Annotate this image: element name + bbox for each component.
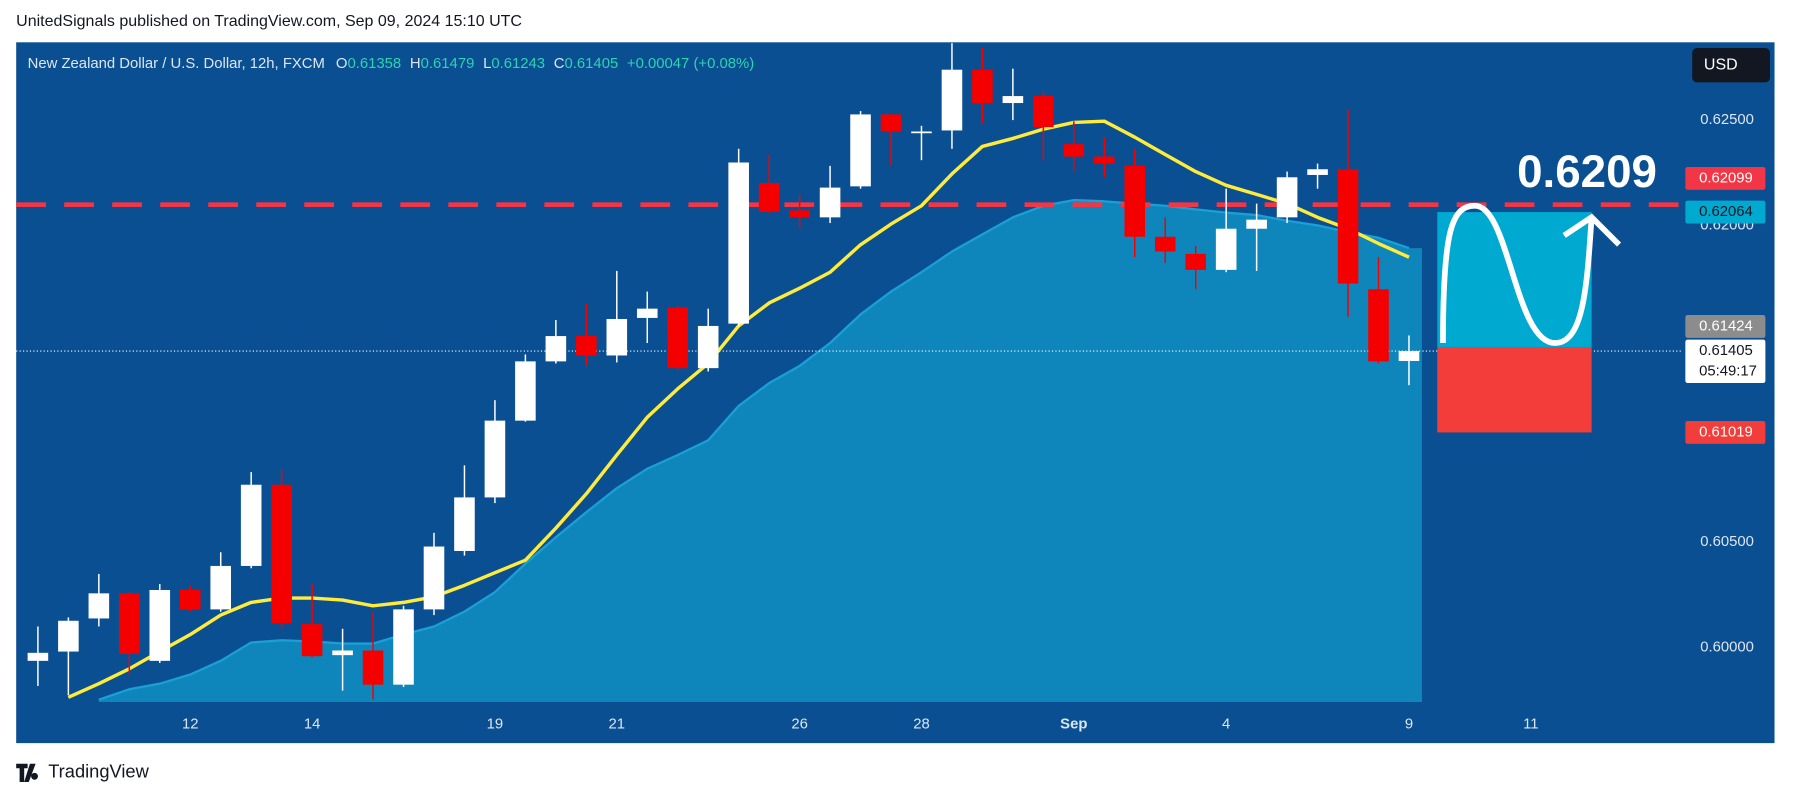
target-label-bg xyxy=(1685,200,1766,224)
candle-body xyxy=(576,336,597,356)
candle-body xyxy=(667,307,689,369)
current-price-label: 0.61405 xyxy=(1699,343,1753,359)
candle-body xyxy=(636,308,658,318)
legend-open: 0.61358 xyxy=(347,56,401,72)
stop-label-bg xyxy=(1685,421,1766,444)
candle-body xyxy=(606,318,628,356)
arrow-head xyxy=(1562,213,1622,247)
candle-body xyxy=(1276,177,1298,218)
x-tick-label: Sep xyxy=(1060,717,1087,733)
candle-body xyxy=(210,565,232,610)
candle-body xyxy=(58,620,79,652)
candle-body xyxy=(880,114,902,132)
candle-body xyxy=(1093,156,1115,164)
legend-close: 0.61405 xyxy=(565,56,619,72)
x-tick-label: 21 xyxy=(609,717,626,733)
candle-body xyxy=(119,593,140,654)
candle-body xyxy=(484,420,506,498)
candle-body xyxy=(179,589,201,610)
candle-body xyxy=(911,131,932,134)
candle-body xyxy=(454,497,475,551)
target-label: 0.62064 xyxy=(1699,204,1753,220)
legend-h-label: H xyxy=(410,56,421,72)
candle-body xyxy=(1033,96,1054,128)
candle-body xyxy=(1246,219,1267,229)
resistance-label: 0.62099 xyxy=(1699,170,1753,186)
candle-body xyxy=(515,361,536,421)
x-tick-label: 14 xyxy=(304,717,321,733)
position-stop-zone xyxy=(1437,347,1592,433)
entry-label-bg xyxy=(1685,315,1766,338)
stop-label: 0.61019 xyxy=(1699,424,1753,440)
candle-body xyxy=(1063,144,1085,157)
legend-low: 0.61243 xyxy=(491,56,545,72)
candle-body xyxy=(1307,169,1328,175)
x-tick-label: 28 xyxy=(913,717,930,733)
currency-label[interactable]: USD xyxy=(1704,56,1738,73)
current-price-bg xyxy=(1685,339,1766,384)
publish-title: UnitedSignals published on TradingView.c… xyxy=(16,13,522,30)
x-tick-label: 26 xyxy=(791,717,808,733)
indicator-area xyxy=(98,200,1422,702)
axis-layer: 0.600000.605000.620000.625000.620990.620… xyxy=(182,112,1766,733)
candle-body xyxy=(1398,351,1420,361)
legend-l-label: L xyxy=(483,56,491,72)
legend-high: 0.61479 xyxy=(421,56,475,72)
x-tick-label: 4 xyxy=(1222,717,1230,733)
candle-body xyxy=(271,484,292,624)
y-tick-label: 0.60500 xyxy=(1700,534,1754,550)
candle-body xyxy=(1002,96,1024,104)
countdown-label: 05:49:17 xyxy=(1699,364,1757,380)
entry-label: 0.61424 xyxy=(1699,318,1753,334)
candle-body xyxy=(423,546,445,610)
candle-body xyxy=(972,69,993,104)
wave-drawing xyxy=(1440,202,1595,346)
x-tick-label: 9 xyxy=(1405,717,1413,733)
brand-logo xyxy=(16,763,38,782)
candle-body xyxy=(728,162,749,324)
candle-body xyxy=(362,650,384,685)
x-tick-label: 11 xyxy=(1523,717,1538,733)
candle-body xyxy=(941,69,963,131)
candle-body xyxy=(393,609,414,685)
y-tick-label: 0.60000 xyxy=(1700,639,1754,655)
currency-button[interactable] xyxy=(1692,48,1770,83)
resistance-label-bg xyxy=(1685,166,1766,190)
candle-body xyxy=(850,114,871,187)
candle-body xyxy=(27,652,49,661)
candle-body xyxy=(819,187,841,218)
x-tick-label: 12 xyxy=(182,717,199,733)
candle-body xyxy=(1154,236,1176,252)
candle-body xyxy=(88,593,110,619)
x-tick-label: 19 xyxy=(487,717,504,733)
position-layer xyxy=(1437,212,1592,433)
legend-title: New Zealand Dollar / U.S. Dollar, 12h, F… xyxy=(28,56,325,72)
legend-c-label: C xyxy=(554,56,565,72)
legend: New Zealand Dollar / U.S. Dollar, 12h, F… xyxy=(28,56,755,72)
candle-body xyxy=(697,325,719,369)
candle-layer xyxy=(27,43,1420,700)
candle-body xyxy=(301,624,323,657)
y-tick-label: 0.62500 xyxy=(1700,112,1754,128)
candle-body xyxy=(1337,169,1359,284)
candle-body xyxy=(332,650,353,656)
candle-body xyxy=(1185,253,1206,270)
annotation: 0.6209 xyxy=(1517,146,1657,197)
candle-body xyxy=(240,484,262,566)
candle-body xyxy=(1368,289,1389,362)
brand-name: TradingView xyxy=(48,761,149,782)
candle-body xyxy=(789,210,810,218)
candle-body xyxy=(149,589,171,661)
candle-body xyxy=(545,336,567,362)
legend-change: +0.00047 (+0.08%) xyxy=(627,56,754,72)
candle-body xyxy=(1124,165,1146,237)
legend-o-label: O xyxy=(336,56,348,72)
candle-body xyxy=(1215,228,1237,270)
candle-body xyxy=(758,182,780,212)
